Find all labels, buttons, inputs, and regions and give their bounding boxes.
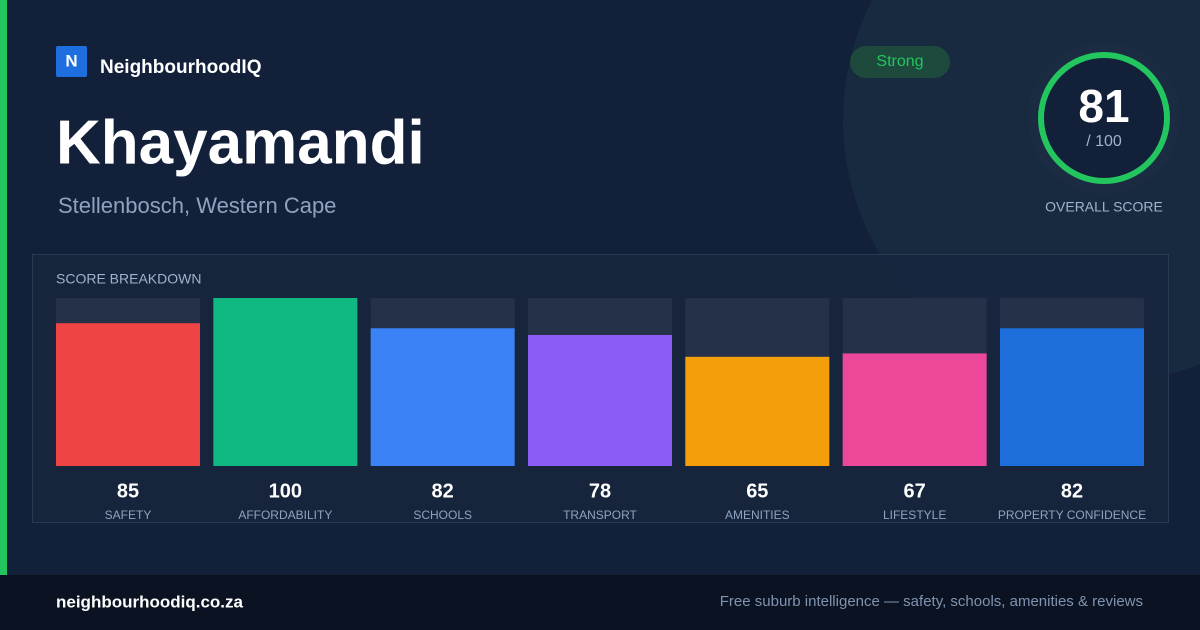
value-label: 100 [269,480,302,502]
value-label: 65 [746,480,768,502]
brand-name: NeighbourhoodIQ [100,57,261,78]
bar [56,323,200,466]
value-label: 67 [904,480,926,502]
category-label: LIFESTYLE [883,508,946,522]
logo [56,46,87,77]
title: Khayamandi [56,108,425,177]
logo-letter: N [65,51,77,70]
bar [999,328,1144,466]
footer-url: neighbourhoodiq.co.za [56,592,244,611]
category-label: AMENITIES [725,508,790,522]
value-label: 82 [432,480,454,502]
bar [370,328,515,466]
badge-text: Strong [876,53,923,70]
bar [213,298,358,466]
footer-tagline: Free suburb intelligence — safety, schoo… [720,593,1143,610]
bar [842,353,987,466]
chart-title: SCORE BREAKDOWN [56,271,201,287]
subtitle: Stellenbosch, Western Cape [58,193,336,218]
value-label: 85 [117,480,139,502]
score-ring [1038,52,1170,184]
bar [527,334,672,466]
value-label: 78 [589,480,611,502]
footer [0,575,1200,630]
category-label: TRANSPORT [563,508,637,522]
accent-stripe [0,0,7,575]
value-label: 82 [1061,480,1083,502]
badge [850,46,950,78]
score-max: / 100 [1086,133,1122,150]
bar [685,356,830,466]
score-value: 81 [1078,80,1129,132]
category-label: PROPERTY CONFIDENCE [998,508,1146,522]
score-label: OVERALL SCORE [1045,199,1163,215]
category-label: SAFETY [105,508,152,522]
category-label: AFFORDABILITY [238,508,332,522]
category-label: SCHOOLS [413,508,472,522]
